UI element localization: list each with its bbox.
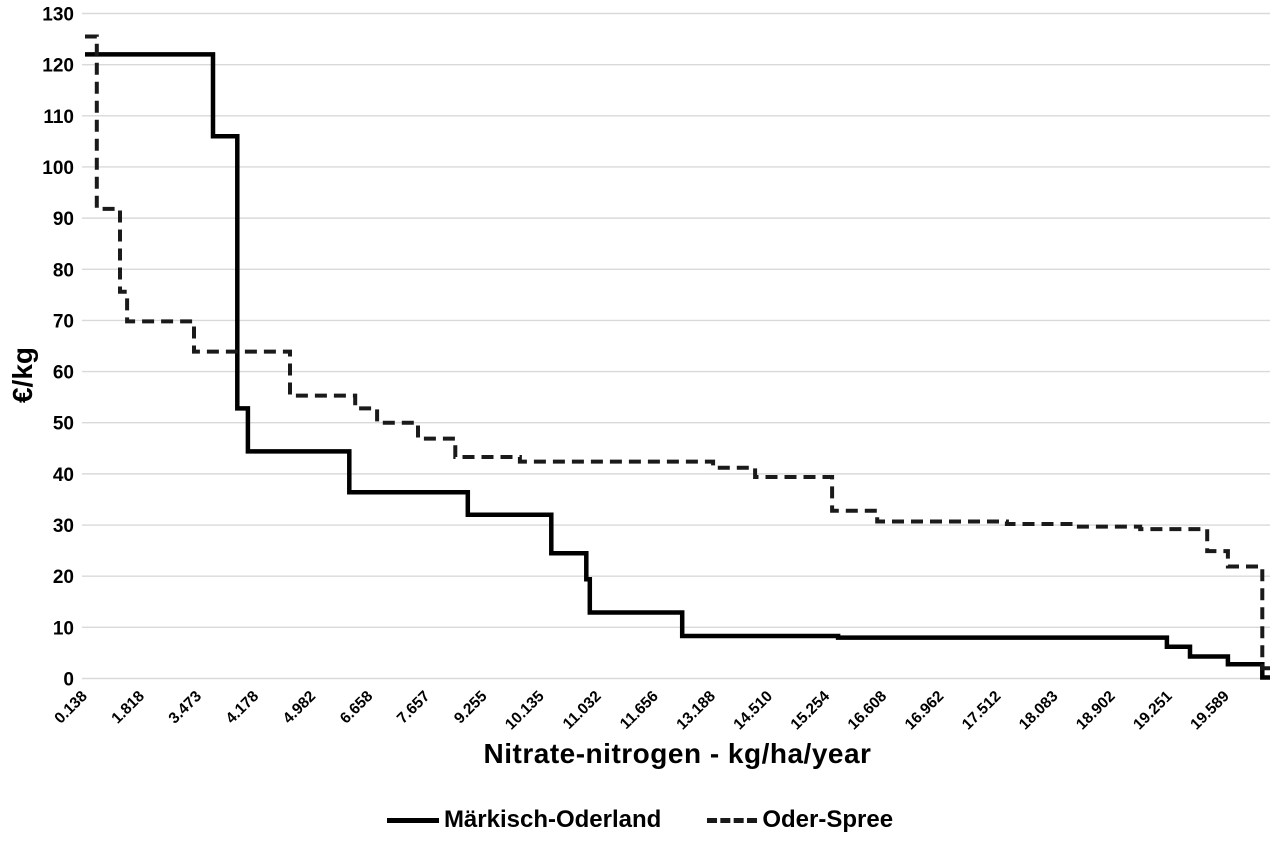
y-tick-label: 20 xyxy=(53,567,74,588)
x-tick-label: 14.510 xyxy=(730,688,776,734)
legend-label: Oder-Spree xyxy=(762,806,894,833)
x-tick-label: 17.512 xyxy=(959,688,1005,734)
x-axis-title: Nitrate-nitrogen - kg/ha/year xyxy=(483,738,872,769)
y-tick-label: 80 xyxy=(53,260,74,281)
x-tick-label: 18.083 xyxy=(1016,688,1062,734)
y-tick-label: 30 xyxy=(53,516,74,537)
legend-label: Märkisch-Oderland xyxy=(443,806,662,833)
solid-line-sample-icon xyxy=(386,817,439,823)
x-tick-label: 6.658 xyxy=(337,688,377,728)
y-axis-title: €/kg xyxy=(7,346,38,404)
x-tick-label: 4.982 xyxy=(280,688,319,727)
x-tick-label: 1.818 xyxy=(108,688,148,728)
y-tick-label: 90 xyxy=(53,209,74,230)
x-tick-label: 15.254 xyxy=(788,688,834,734)
x-tick-label: 18.902 xyxy=(1073,688,1119,734)
x-tick-label: 13.188 xyxy=(673,688,719,734)
x-tick-label: 3.473 xyxy=(166,688,206,728)
x-tick-label: 10.135 xyxy=(502,688,548,734)
chart-legend: Märkisch-Oderland Oder-Spree xyxy=(0,800,1280,840)
series-path-1-dashed xyxy=(85,34,1270,671)
x-tick-label: 19.251 xyxy=(1130,688,1176,734)
y-tick-label: 0 xyxy=(63,670,74,691)
x-tick-label: 4.178 xyxy=(223,688,263,728)
series-path-0-solid xyxy=(85,52,1270,680)
legend-item-maerkisch-oderland: Märkisch-Oderland xyxy=(386,806,662,834)
y-tick-label: 70 xyxy=(53,311,74,332)
y-tick-label: 100 xyxy=(42,158,74,179)
y-tick-label: 130 xyxy=(42,5,74,26)
x-tick-label: 16.608 xyxy=(845,688,891,734)
y-tick-label: 40 xyxy=(53,465,74,486)
x-tick-label: 11.656 xyxy=(617,688,662,733)
y-tick-label: 50 xyxy=(53,414,74,435)
x-tick-label: 16.962 xyxy=(902,688,948,734)
y-tick-label: 10 xyxy=(53,618,74,639)
dashed-line-sample-icon xyxy=(707,817,758,823)
x-tick-label: 9.255 xyxy=(451,688,491,728)
x-tick-label: 19.589 xyxy=(1187,688,1233,734)
x-tick-label: 7.657 xyxy=(394,688,433,727)
y-tick-label: 120 xyxy=(42,56,74,77)
x-tick-label: 0.138 xyxy=(51,688,91,728)
x-tick-label: 11.032 xyxy=(560,688,605,733)
y-tick-label: 60 xyxy=(53,363,74,384)
y-tick-label: 110 xyxy=(43,107,74,128)
legend-item-oder-spree: Oder-Spree xyxy=(707,806,893,834)
